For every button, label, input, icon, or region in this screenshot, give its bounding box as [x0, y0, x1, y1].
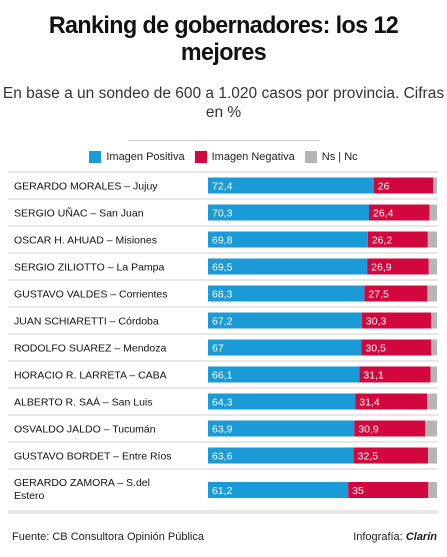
legend-label-nsnc: Ns | Nc: [321, 151, 358, 163]
value-label-negative: 30,3: [366, 316, 387, 328]
value-label-positive: 63,6: [212, 451, 233, 463]
category-label: GUSTAVO BORDET – Entre Ríos: [14, 451, 172, 463]
category-label: HORACIO R. LARRETA – CABA: [14, 370, 167, 382]
bar-negative: [368, 204, 430, 221]
bar-positive: [208, 339, 362, 356]
value-label-negative: 30,5: [365, 343, 386, 355]
bar-nsnc: [431, 339, 437, 356]
bar-nsnc: [433, 177, 437, 194]
bar-positive: [208, 393, 356, 410]
value-label-negative: 26,4: [373, 208, 394, 220]
bar-negative: [361, 339, 432, 356]
value-label-negative: 30,9: [358, 424, 379, 436]
value-label-negative: 27,5: [368, 289, 389, 301]
value-label-positive: 67,2: [212, 316, 233, 328]
value-label-negative: 31,4: [359, 397, 380, 409]
category-label: ALBERTO R. SAÁ – San Luis: [14, 396, 153, 409]
legend-label-negative: Imagen Negativa: [211, 151, 295, 163]
legend-swatch-nsnc: [304, 151, 317, 163]
credit-note: Infografía: Clarín: [353, 531, 437, 543]
legend-swatch-negative: [194, 151, 207, 163]
bar-nsnc: [428, 258, 437, 275]
value-label-positive: 72,4: [212, 181, 233, 193]
source-note: Fuente: CB Consultora Opinión Pública: [12, 531, 204, 543]
value-label-negative: 26,9: [371, 262, 392, 274]
legend-item-negative: Imagen Negativa: [194, 151, 295, 163]
category-label: GUSTAVO VALDES – Corrientes: [14, 289, 167, 301]
bar-negative: [364, 285, 428, 302]
category-label: RODOLFO SUAREZ – Mendoza: [14, 343, 166, 355]
bar-nsnc: [429, 204, 437, 221]
chart-footer: Fuente: CB Consultora Opinión Pública In…: [12, 531, 437, 543]
category-label: SERGIO ZILIOTTO – La Pampa: [14, 262, 165, 274]
value-label-negative: 32,5: [358, 451, 379, 463]
value-label-negative: 26: [378, 181, 390, 193]
value-label-negative: 35: [352, 485, 364, 497]
bar-negative: [354, 420, 426, 437]
value-label-negative: 26,2: [372, 235, 393, 247]
value-label-positive: 67: [212, 343, 224, 355]
credit-prefix: Infografía:: [353, 531, 403, 543]
value-label-positive: 68,3: [212, 289, 233, 301]
legend-label-positive: Imagen Positiva: [106, 151, 185, 163]
bar-positive: [208, 177, 374, 194]
bar-nsnc: [427, 285, 437, 302]
value-label-negative: 31,1: [363, 370, 384, 382]
credit-brand: Clarín: [405, 531, 437, 543]
value-label-positive: 64,3: [212, 397, 233, 409]
chart-title: Ranking de gobernadores: los 12 mejores: [48, 12, 399, 66]
bar-negative: [361, 312, 432, 329]
value-label-positive: 61,2: [212, 485, 233, 497]
title-divider: [128, 140, 320, 141]
bar-positive: [208, 482, 349, 498]
bar-positive: [208, 231, 368, 248]
legend-item-positive: Imagen Positiva: [89, 151, 185, 163]
bar-positive: [208, 312, 362, 329]
bar-negative: [359, 366, 431, 383]
bar-nsnc: [430, 366, 437, 383]
value-label-positive: 69,5: [212, 262, 233, 274]
bar-nsnc: [425, 420, 437, 437]
bar-positive: [208, 285, 365, 302]
category-label: JUAN SCHIARETTI – Córdoba: [14, 316, 159, 328]
bar-positive: [208, 258, 368, 275]
value-label-positive: 63,9: [212, 424, 233, 436]
bar-nsnc: [428, 482, 437, 498]
category-label: GERARDO ZAMORA – S.del: [14, 477, 150, 489]
category-label: GERARDO MORALES – Jujuy: [14, 181, 158, 193]
legend-swatch-positive: [89, 151, 102, 163]
value-label-positive: 70,3: [212, 208, 233, 220]
category-label: OSCAR H. AHUAD – Misiones: [14, 235, 157, 247]
bar-positive: [208, 204, 369, 221]
bar-positive: [208, 420, 355, 437]
chart-legend: Imagen Positiva Imagen Negativa Ns | Nc: [0, 151, 447, 163]
bar-negative: [355, 393, 428, 410]
bar-negative: [367, 231, 428, 248]
category-label: Estero: [14, 490, 45, 502]
bar-negative: [373, 177, 434, 194]
value-label-positive: 69,8: [212, 235, 233, 247]
bar-negative: [348, 482, 429, 498]
value-label-positive: 66,1: [212, 370, 233, 382]
category-label: SERGIO UÑAC – San Juan: [14, 207, 144, 220]
bar-positive: [208, 366, 360, 383]
bar-nsnc: [431, 312, 437, 329]
bar-positive: [208, 447, 354, 464]
category-label: OSVALDO JALDO – Tucumán: [14, 424, 156, 436]
bar-nsnc: [427, 231, 437, 248]
legend-item-nsnc: Ns | Nc: [304, 151, 358, 163]
bar-nsnc: [427, 393, 437, 410]
bar-negative: [367, 258, 429, 275]
bar-negative: [353, 447, 429, 464]
bar-nsnc: [428, 447, 437, 464]
chart-subtitle: En base a un sondeo de 600 a 1.020 casos…: [2, 85, 445, 121]
